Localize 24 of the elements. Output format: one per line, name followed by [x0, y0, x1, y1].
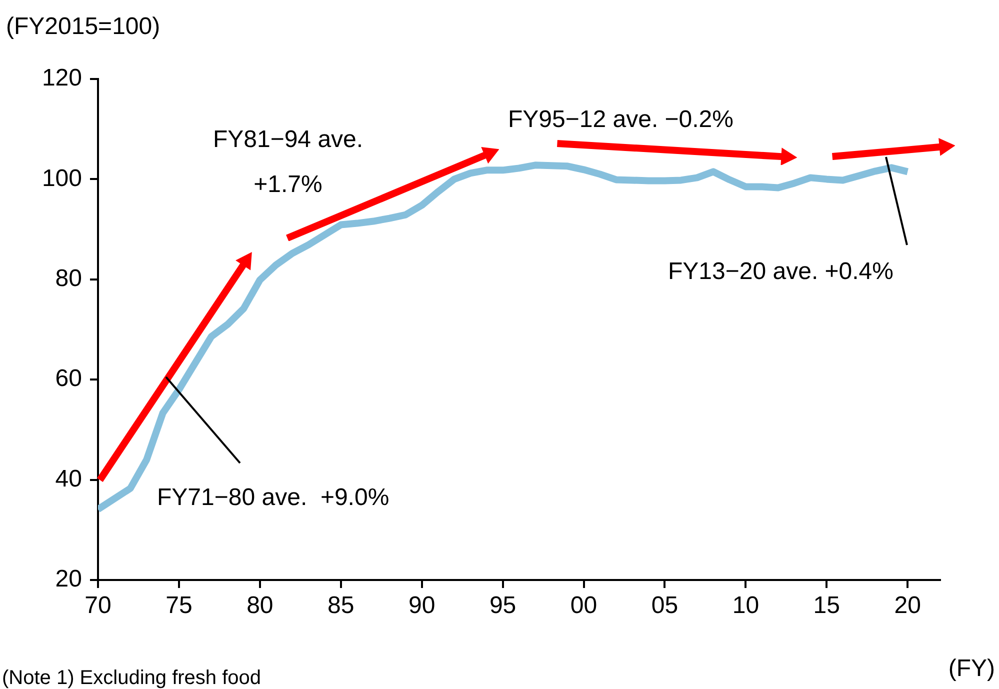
y-tick-label: 40: [55, 465, 82, 492]
x-tick-label: 05: [651, 592, 678, 620]
y-tick-label: 20: [55, 566, 82, 593]
annotation: FY71−80 ave. +9.0%: [157, 484, 390, 511]
y-tick-label: 120: [42, 64, 82, 92]
x-tick-label: 95: [489, 592, 516, 620]
y-tick-label: 60: [55, 365, 82, 392]
x-tick-label: 80: [246, 592, 274, 620]
x-tick-label: 20: [894, 592, 921, 620]
y-tick-label: 80: [55, 265, 82, 292]
text: (Note 1) Excluding fresh food: [2, 667, 262, 689]
annotation: FY95−12 ave. −0.2%: [508, 106, 734, 133]
x-tick-label: 15: [813, 592, 840, 620]
x-tick-label: 10: [732, 592, 760, 620]
x-axis-title: (FY): [948, 655, 995, 682]
annotation: FY13−20 ave. +0.4%: [668, 258, 894, 285]
y-tick-label: 100: [42, 164, 82, 192]
x-tick-label: 70: [84, 592, 112, 620]
x-tick-label: 90: [408, 592, 436, 620]
x-tick-label: 00: [570, 592, 598, 620]
x-tick-label: 75: [166, 592, 192, 620]
annotation: FY81−94 ave. +1.7%: [212, 126, 364, 198]
x-tick-label: 85: [328, 592, 354, 620]
y-axis-title: (FY2015=100): [6, 13, 160, 40]
